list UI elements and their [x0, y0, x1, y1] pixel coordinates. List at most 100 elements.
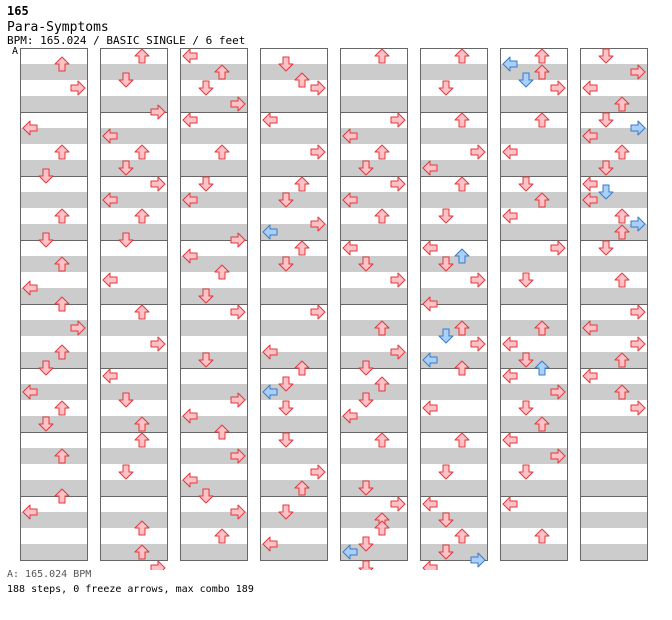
beat-band — [100, 352, 168, 368]
chart-level: 165 — [7, 4, 29, 18]
up-arrow-note — [54, 208, 70, 224]
beat-band — [340, 384, 408, 400]
beat-band — [260, 320, 328, 336]
down-arrow-note — [438, 80, 454, 96]
left-arrow-note — [582, 368, 598, 384]
beat-band — [100, 192, 168, 208]
beat-band — [340, 192, 408, 208]
up-arrow-note — [294, 176, 310, 192]
left-arrow-note — [422, 160, 438, 176]
up-arrow-note — [534, 416, 550, 432]
up-arrow-note — [534, 192, 550, 208]
beat-band — [340, 480, 408, 496]
right-arrow-note — [630, 336, 646, 352]
left-arrow-note — [582, 176, 598, 192]
up-arrow-note — [534, 48, 550, 64]
left-arrow-note — [582, 192, 598, 208]
down-arrow-note — [358, 392, 374, 408]
beat-band — [420, 320, 488, 336]
beat-band — [340, 160, 408, 176]
beat-band — [20, 480, 88, 496]
down-arrow-note — [438, 256, 454, 272]
down-arrow-note — [278, 192, 294, 208]
left-arrow-note — [262, 536, 278, 552]
beat-band — [180, 160, 248, 176]
down-arrow-note — [598, 240, 614, 256]
beat-band — [420, 480, 488, 496]
right-arrow-note — [230, 504, 246, 520]
beat-band — [20, 416, 88, 432]
down-arrow-note — [38, 416, 54, 432]
beat-band — [580, 512, 648, 528]
beat-band — [180, 480, 248, 496]
beat-band — [340, 288, 408, 304]
beat-band — [420, 64, 488, 80]
down-arrow-note — [198, 80, 214, 96]
beat-band — [180, 448, 248, 464]
beat-band — [100, 480, 168, 496]
beat-band — [180, 192, 248, 208]
up-arrow-note — [454, 112, 470, 128]
right-arrow-note — [150, 336, 166, 352]
right-arrow-note — [310, 80, 326, 96]
up-arrow-note — [614, 384, 630, 400]
right-arrow-note — [630, 216, 646, 232]
right-arrow-note — [630, 304, 646, 320]
beat-band — [340, 448, 408, 464]
beat-band — [260, 160, 328, 176]
left-arrow-note — [342, 544, 358, 560]
up-arrow-note — [294, 240, 310, 256]
beat-band — [340, 544, 408, 560]
up-arrow-note — [454, 48, 470, 64]
beat-band — [260, 256, 328, 272]
right-arrow-note — [150, 176, 166, 192]
beat-band — [20, 128, 88, 144]
right-arrow-note — [230, 232, 246, 248]
left-arrow-note — [342, 240, 358, 256]
right-arrow-note — [550, 240, 566, 256]
up-arrow-note — [214, 424, 230, 440]
down-arrow-note — [598, 160, 614, 176]
right-arrow-note — [310, 464, 326, 480]
down-arrow-note — [598, 48, 614, 64]
down-arrow-note — [358, 536, 374, 552]
down-arrow-note — [198, 488, 214, 504]
up-arrow-note — [374, 48, 390, 64]
down-arrow-note — [358, 560, 374, 570]
beat-band — [340, 352, 408, 368]
down-arrow-note — [278, 376, 294, 392]
down-arrow-note — [278, 256, 294, 272]
left-arrow-note — [582, 128, 598, 144]
down-arrow-note — [438, 544, 454, 560]
beat-band — [180, 288, 248, 304]
beat-band — [100, 544, 168, 560]
right-arrow-note — [550, 80, 566, 96]
left-arrow-note — [182, 48, 198, 64]
beat-band — [180, 64, 248, 80]
right-arrow-note — [230, 448, 246, 464]
up-arrow-note — [134, 520, 150, 536]
left-arrow-note — [582, 80, 598, 96]
right-arrow-note — [310, 216, 326, 232]
up-arrow-note — [134, 144, 150, 160]
up-arrow-note — [374, 320, 390, 336]
beat-band — [580, 128, 648, 144]
down-arrow-note — [118, 232, 134, 248]
beat-band — [580, 160, 648, 176]
up-arrow-note — [54, 448, 70, 464]
step-stats: 188 steps, 0 freeze arrows, max combo 18… — [7, 584, 254, 595]
beat-band — [100, 96, 168, 112]
beat-band — [260, 448, 328, 464]
up-arrow-note — [534, 528, 550, 544]
left-arrow-note — [102, 272, 118, 288]
beat-band — [580, 416, 648, 432]
chart-column — [180, 48, 248, 561]
left-arrow-note — [182, 192, 198, 208]
beat-band — [260, 192, 328, 208]
beat-band — [180, 320, 248, 336]
beat-band — [420, 544, 488, 560]
beat-band — [500, 544, 568, 560]
beat-band — [580, 224, 648, 240]
up-arrow-note — [454, 528, 470, 544]
up-arrow-note — [614, 208, 630, 224]
